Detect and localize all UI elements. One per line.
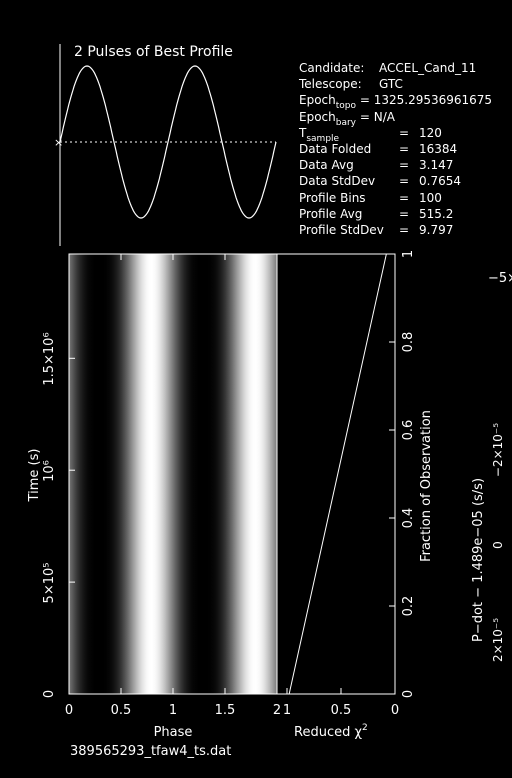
chi2-line: [288, 253, 387, 695]
tsample-eq: =: [399, 125, 410, 140]
frac-tick-1: 1: [401, 250, 416, 258]
x-tick-1.5: 1.5: [215, 703, 236, 718]
data-std-label: Data StdDev: [299, 174, 376, 189]
y-tick-0: 0: [42, 690, 57, 698]
candidate-label: Candidate:: [299, 61, 365, 75]
epoch-topo-value: 1325.29536961675: [373, 93, 493, 108]
tsample-label: T: [299, 125, 307, 140]
profile-bins-eq: =: [399, 190, 410, 205]
frac-axis-label: Fraction of Observation: [419, 410, 434, 562]
pdot-axis-label: P−dot − 1.489e−05 (s/s): [471, 478, 486, 642]
x-tick-1: 1: [169, 703, 177, 718]
x-tick-2: 2: [273, 703, 281, 718]
x-axis-label: Phase: [154, 725, 193, 740]
chi2-tick-0: 0: [391, 703, 399, 718]
profile-mean-marker: ×: [54, 136, 63, 149]
y-tick-5e5: 5×10⁵: [42, 563, 57, 604]
chi2-tick-0.5: 0.5: [331, 703, 352, 718]
phase-time-frame: [68, 253, 396, 695]
epoch-topo-eq: =: [359, 93, 370, 108]
profile-curve: [59, 65, 277, 219]
y-tick-1.5e6: 1.5×10⁶: [42, 332, 57, 385]
x-tick-0.5: 0.5: [111, 703, 132, 718]
data-folded-value: 16384: [419, 141, 458, 156]
pdot-tick-pos: 2×10⁻⁵: [491, 618, 505, 662]
profile-bins-label: Profile Bins: [299, 190, 366, 205]
data-folded-label: Data Folded: [299, 141, 372, 156]
chi2-axis-label-text: Reduced χ: [294, 725, 362, 740]
y-tick-1e6: 10⁶: [42, 460, 57, 482]
frac-tick-0.8: 0.8: [401, 332, 416, 353]
axis-ticks: [68, 253, 396, 695]
epoch-bary-sub: bary: [335, 117, 357, 128]
epoch-topo-sub: topo: [335, 101, 357, 112]
profile-title: 2 Pulses of Best Profile: [74, 44, 233, 60]
profile-bins-value: 100: [419, 190, 442, 205]
frac-tick-0.4: 0.4: [401, 508, 416, 529]
tsample-value: 120: [419, 125, 442, 140]
telescope-label: Telescope:: [299, 77, 362, 92]
profile-avg-eq: =: [399, 206, 410, 221]
pdot-tick-0: 0: [491, 541, 505, 549]
phase-time-image: [69, 254, 277, 694]
frac-tick-0.2: 0.2: [401, 596, 416, 617]
pdot-top-tick: −5×: [488, 271, 512, 286]
data-avg-label: Data Avg: [299, 158, 354, 173]
profile-avg-label: Profile Avg: [299, 206, 363, 221]
data-std-eq: =: [399, 174, 410, 189]
frac-tick-0: 0: [401, 690, 416, 698]
chi2-axis-label: Reduced χ2: [294, 723, 368, 740]
profile-std-value: 9.797: [419, 222, 454, 237]
epoch-topo-label: Epoch: [299, 93, 336, 108]
telescope-value: GTC: [379, 77, 403, 92]
epoch-bary-value: N/A: [373, 109, 395, 124]
data-avg-eq: =: [399, 158, 410, 173]
epoch-bary-eq: =: [359, 109, 370, 124]
chi2-tick-1: 1: [283, 703, 291, 718]
x-tick-0: 0: [65, 703, 73, 718]
candidate-value: ACCEL_Cand_11: [379, 61, 477, 75]
file-name: 389565293_tfaw4_ts.dat: [70, 744, 231, 759]
pdot-tick-neg: −2×10⁻⁵: [491, 423, 505, 477]
tsample-sub: sample: [306, 133, 340, 144]
data-std-value: 0.7654: [419, 174, 461, 189]
y-axis-label: Time (s): [27, 449, 42, 503]
profile-std-eq: =: [399, 222, 410, 237]
data-folded-eq: =: [399, 141, 410, 156]
data-avg-value: 3.147: [419, 158, 454, 173]
profile-std-label: Profile StdDev: [299, 222, 384, 237]
frac-tick-0.6: 0.6: [401, 420, 416, 441]
epoch-bary-label: Epoch: [299, 109, 336, 124]
profile-avg-value: 515.2: [419, 206, 454, 221]
